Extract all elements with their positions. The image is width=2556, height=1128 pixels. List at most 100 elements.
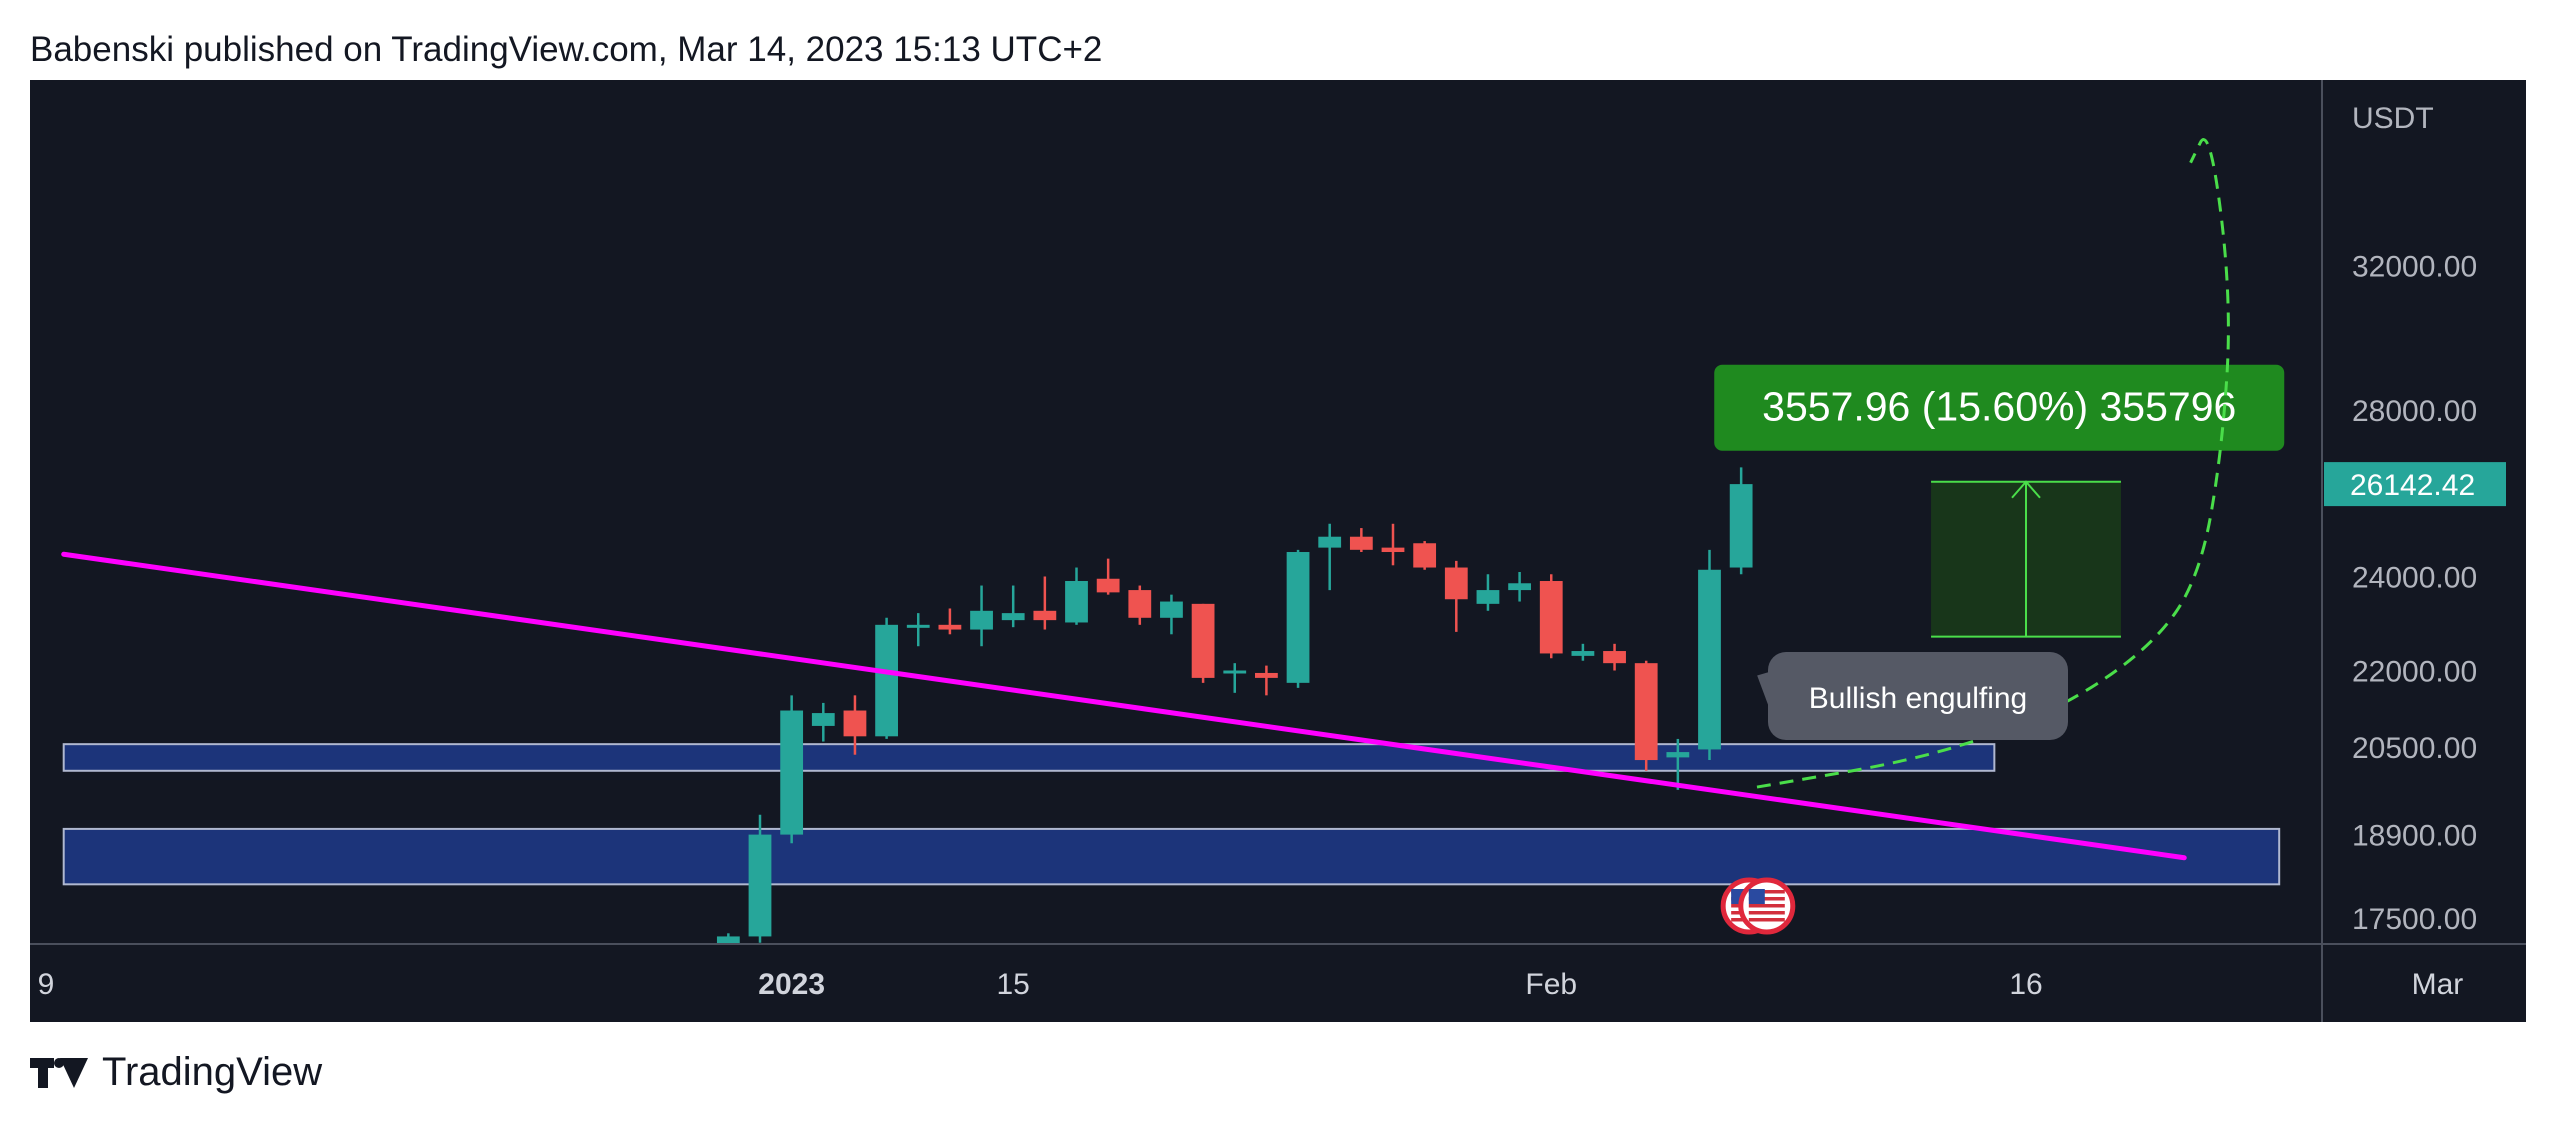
candle[interactable] xyxy=(938,608,962,635)
price-tick-label: 28000.00 xyxy=(2352,395,2477,428)
candle-body xyxy=(1286,552,1310,683)
candle[interactable] xyxy=(1191,603,1215,683)
candle-body xyxy=(1603,651,1626,664)
tradingview-logo-icon xyxy=(30,1057,88,1088)
tradingview-logo[interactable]: TradingView xyxy=(30,1050,322,1095)
candle-body xyxy=(970,610,993,630)
candle[interactable] xyxy=(906,613,930,647)
candle[interactable] xyxy=(1096,558,1120,595)
candle-body xyxy=(1508,583,1531,591)
candle[interactable] xyxy=(1476,574,1500,611)
candle-body xyxy=(1729,484,1753,568)
candle-body xyxy=(1223,670,1247,674)
candle-body xyxy=(716,936,740,944)
candle[interactable] xyxy=(1349,528,1373,553)
candle-body xyxy=(811,713,835,726)
price-tick-label: 24000.00 xyxy=(2352,561,2477,594)
candle[interactable] xyxy=(1318,523,1342,591)
candle-body xyxy=(1160,601,1183,618)
candle-body xyxy=(875,624,898,737)
flag-stripe xyxy=(1748,897,1785,901)
candle-body xyxy=(1381,547,1405,553)
candle[interactable] xyxy=(1033,576,1057,630)
candle-body xyxy=(748,834,772,937)
flag-stripe xyxy=(1748,911,1785,915)
candle-body xyxy=(1191,603,1215,678)
flag-stripe xyxy=(1748,904,1785,908)
brand-name: TradingView xyxy=(102,1050,323,1094)
candle[interactable] xyxy=(1128,585,1152,625)
candle[interactable] xyxy=(1729,467,1753,575)
time-tick-label: Mar xyxy=(2412,968,2464,1001)
candle[interactable] xyxy=(1286,549,1310,688)
price-tick-label: 18900.00 xyxy=(2352,820,2477,853)
candle[interactable] xyxy=(1413,541,1437,570)
candle[interactable] xyxy=(716,933,740,958)
candle-body xyxy=(906,624,930,628)
flag-canton xyxy=(1748,889,1765,904)
candle[interactable] xyxy=(1255,665,1278,696)
current-price-badge[interactable] xyxy=(2324,462,2506,507)
candle-body xyxy=(1444,567,1468,600)
measure-arrow-head xyxy=(2011,480,2041,499)
support-zone[interactable] xyxy=(62,743,1996,772)
candle-body xyxy=(1666,752,1690,758)
price-tick-label: 32000.00 xyxy=(2352,251,2477,284)
candle-body xyxy=(1128,590,1152,618)
support-zones xyxy=(62,743,2281,886)
us-flag-event-icon[interactable] xyxy=(1738,877,1796,935)
candle[interactable] xyxy=(1223,663,1247,693)
candle[interactable] xyxy=(1571,643,1595,661)
callout-box[interactable] xyxy=(1768,652,2068,740)
candle[interactable] xyxy=(780,695,804,844)
candle[interactable] xyxy=(1666,738,1690,790)
projection-path[interactable] xyxy=(1756,138,2230,789)
candle[interactable] xyxy=(1539,574,1563,659)
candle-body xyxy=(1065,581,1088,623)
candle[interactable] xyxy=(1001,585,1025,628)
support-zone[interactable] xyxy=(62,827,2281,886)
candle-body xyxy=(1698,569,1721,750)
callout-label: Bullish engulfing xyxy=(1809,682,2027,715)
measure-label: 3557.96 (15.60%) 355796 xyxy=(1762,384,2236,430)
candle[interactable] xyxy=(1508,572,1531,602)
flag-stripe xyxy=(1748,890,1785,894)
candle-body xyxy=(1033,610,1057,621)
candle-body xyxy=(1349,536,1373,550)
price-tick-label: 17500.00 xyxy=(2352,903,2477,936)
candle-body xyxy=(1413,543,1437,568)
candle[interactable] xyxy=(1603,643,1626,671)
flag-stripe xyxy=(1748,918,1785,922)
time-tick-label: Feb xyxy=(1525,968,1577,1001)
candle-body xyxy=(1255,672,1278,678)
candle[interactable] xyxy=(970,585,993,647)
candle[interactable] xyxy=(811,702,835,742)
annotation-layer: Bullish engulfing xyxy=(1757,652,2068,740)
projection-layer xyxy=(1756,138,2230,789)
price-tick-label: 22000.00 xyxy=(2352,656,2477,689)
candle[interactable] xyxy=(748,814,772,943)
trendline[interactable] xyxy=(61,551,2187,861)
measure-layer: 3557.96 (15.60%) 355796 xyxy=(1714,364,2285,638)
axes: USDT 32000.00 28000.00 24000.00 22000.00 2050… xyxy=(30,80,2526,1022)
event-markers xyxy=(1720,877,1796,935)
candle-body xyxy=(938,624,962,630)
candle-body xyxy=(1476,590,1500,604)
time-tick-label: 15 xyxy=(997,968,1030,1001)
candle[interactable] xyxy=(1065,567,1088,625)
candle[interactable] xyxy=(1444,560,1468,632)
candle-body xyxy=(1634,663,1658,761)
price-tick-label: 20500.00 xyxy=(2352,732,2477,765)
candle-body xyxy=(1001,613,1025,621)
candle[interactable] xyxy=(1160,594,1183,635)
candle[interactable] xyxy=(875,617,898,739)
candle-body xyxy=(1571,651,1595,656)
candle-body xyxy=(843,710,867,737)
candle[interactable] xyxy=(1381,523,1405,566)
candle[interactable] xyxy=(843,695,867,755)
trendline-layer xyxy=(61,551,2187,861)
candle[interactable] xyxy=(1698,549,1721,761)
candle[interactable] xyxy=(1634,660,1658,771)
time-tick-label: 16 xyxy=(2009,968,2042,1001)
